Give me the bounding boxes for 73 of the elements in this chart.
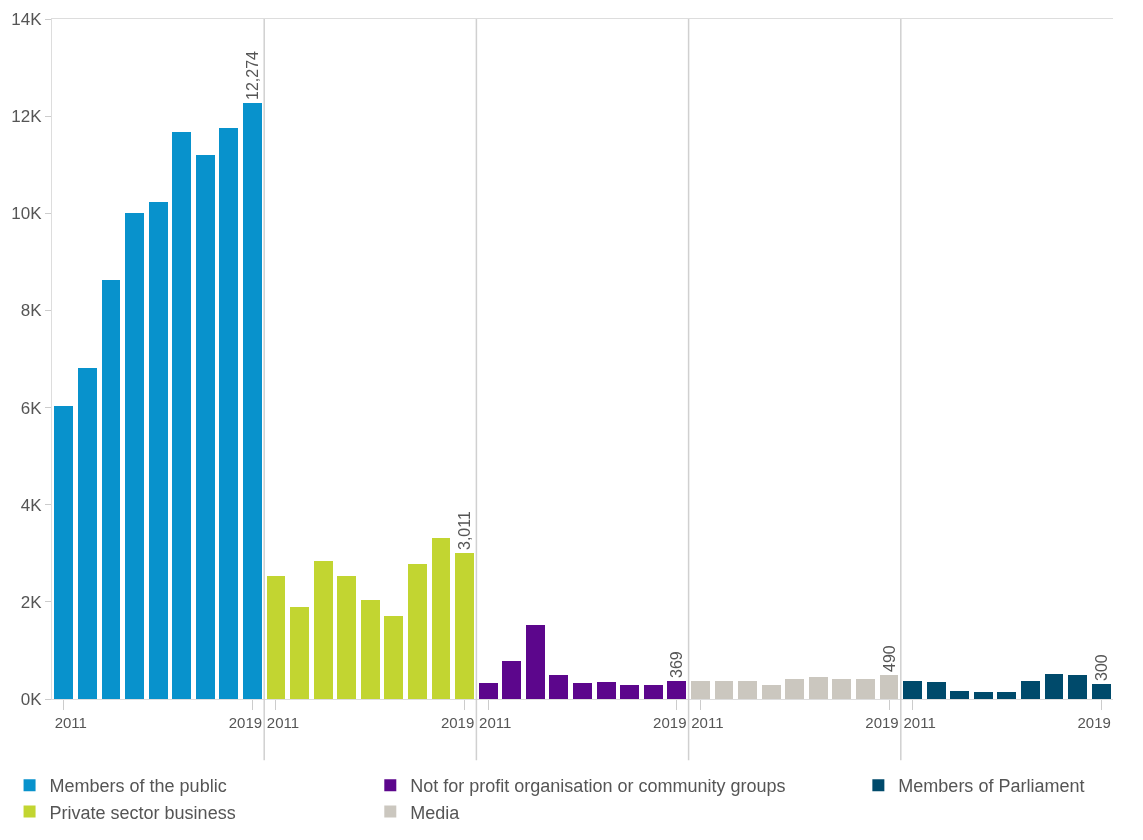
bar bbox=[196, 155, 215, 699]
bar bbox=[455, 553, 474, 699]
bar bbox=[102, 280, 120, 699]
y-tick-label: 2K bbox=[20, 592, 43, 612]
x-tick-label: 2011 bbox=[54, 714, 87, 731]
bar bbox=[644, 685, 663, 699]
legend-label: Members of Parliament bbox=[898, 776, 1085, 797]
y-tick-label: 4K bbox=[20, 495, 43, 515]
data-label: 490 bbox=[880, 645, 898, 672]
y-tick-label: 10K bbox=[11, 204, 43, 224]
bar bbox=[715, 681, 733, 699]
bar bbox=[549, 675, 568, 699]
bar bbox=[384, 616, 403, 699]
y-tick-label: 12K bbox=[11, 107, 43, 127]
legend-label: Media bbox=[410, 802, 461, 823]
bar bbox=[125, 213, 144, 699]
bar bbox=[314, 561, 333, 699]
y-tick-label: 14K bbox=[11, 9, 43, 29]
data-label: 300 bbox=[1093, 654, 1110, 681]
bar bbox=[408, 564, 427, 699]
legend-label: Members of the public bbox=[49, 776, 227, 797]
bar bbox=[809, 677, 828, 699]
y-tick-label: 0K bbox=[20, 689, 43, 709]
legend-label: Private sector business bbox=[49, 802, 236, 823]
bar bbox=[1092, 684, 1111, 699]
x-tick-label: 2011 bbox=[479, 714, 512, 731]
x-tick-label: 2019 bbox=[440, 714, 475, 731]
bar bbox=[78, 368, 97, 699]
y-tick-label: 8K bbox=[20, 301, 43, 321]
bar bbox=[927, 682, 946, 699]
data-label: 369 bbox=[668, 651, 685, 678]
y-tick-label: 6K bbox=[20, 398, 43, 418]
bar bbox=[432, 538, 450, 699]
bar bbox=[219, 128, 238, 699]
bar bbox=[479, 683, 498, 699]
x-tick-label: 2019 bbox=[1077, 714, 1111, 731]
bar bbox=[1021, 681, 1040, 699]
bar bbox=[738, 681, 757, 699]
x-tick-label: 2019 bbox=[653, 714, 687, 731]
bar bbox=[172, 132, 191, 699]
bar bbox=[950, 691, 969, 699]
x-tick-label: 2011 bbox=[266, 714, 300, 731]
legend-label: Not for profit organisation or community groups bbox=[410, 776, 786, 797]
bar bbox=[597, 682, 616, 699]
bar bbox=[149, 202, 168, 699]
x-tick-label: 2011 bbox=[903, 714, 936, 731]
bar bbox=[1068, 675, 1087, 699]
bar bbox=[502, 661, 521, 699]
bar bbox=[526, 625, 545, 699]
data-label: 3,011 bbox=[456, 511, 473, 550]
bar bbox=[691, 681, 710, 699]
bar bbox=[267, 576, 285, 699]
bar bbox=[337, 576, 356, 699]
bar bbox=[762, 685, 781, 699]
x-tick-label: 2019 bbox=[865, 714, 899, 731]
bar bbox=[903, 681, 922, 699]
bar bbox=[997, 692, 1016, 699]
bar bbox=[785, 679, 804, 699]
bar bbox=[974, 692, 993, 699]
bar bbox=[243, 103, 262, 699]
x-tick-label: 2019 bbox=[228, 714, 263, 731]
bar bbox=[361, 600, 380, 699]
bar bbox=[667, 681, 686, 699]
bar bbox=[573, 683, 592, 699]
bar bbox=[856, 679, 875, 699]
x-tick-label: 2011 bbox=[691, 714, 724, 731]
data-label: 12,274 bbox=[244, 50, 261, 100]
bar bbox=[832, 679, 851, 699]
bar bbox=[290, 607, 309, 699]
bar bbox=[880, 675, 898, 699]
bar bbox=[54, 406, 73, 699]
bar bbox=[620, 685, 639, 699]
bar bbox=[1045, 674, 1063, 699]
